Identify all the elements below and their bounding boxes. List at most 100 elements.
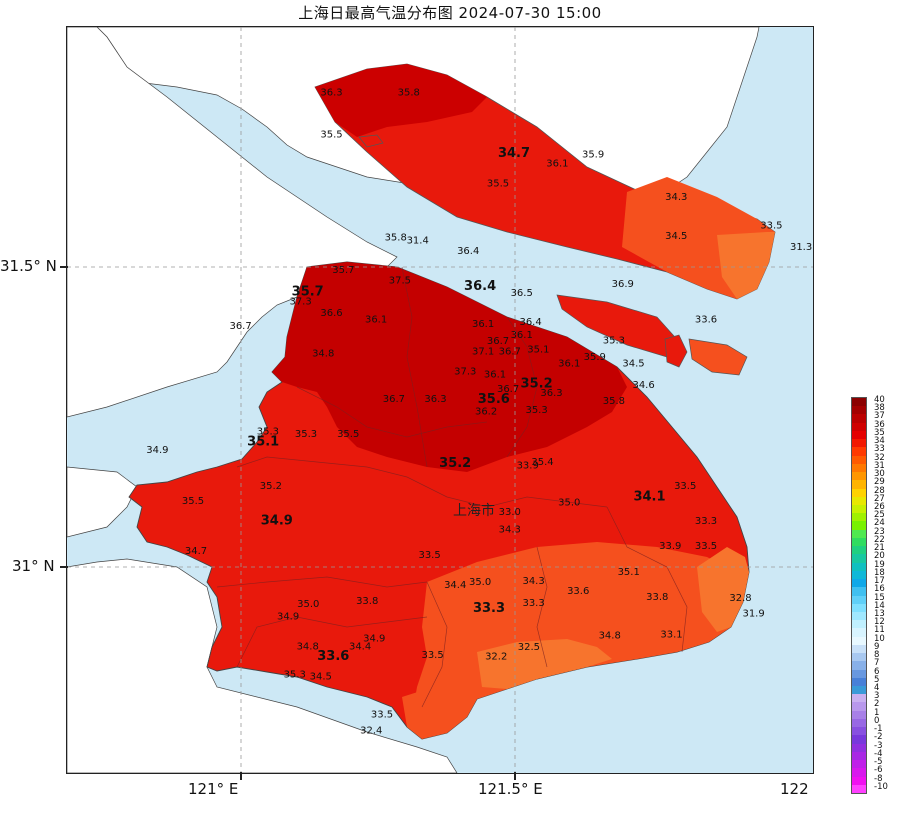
legend-value: 17 [874, 576, 885, 587]
legend-swatch [852, 727, 866, 736]
legend-value: 5 [874, 674, 880, 685]
lon-label-121-5: 121.5° E [478, 780, 543, 798]
legend-swatch [852, 579, 866, 588]
station-temperature: 35.8 [398, 88, 420, 99]
station-temperature: 33.5 [418, 550, 440, 561]
station-temperature: 36.5 [511, 288, 533, 299]
legend-swatch [852, 472, 866, 481]
legend-value: 23 [874, 526, 885, 537]
legend-value: -5 [874, 757, 883, 768]
legend-swatch [852, 669, 866, 679]
station-temperature: 35.8 [603, 396, 625, 407]
station-temperature: 36.7 [383, 394, 405, 405]
station-temperature: 36.3 [424, 394, 446, 405]
legend-value: 40 [874, 395, 885, 405]
station-temperature: 34.5 [665, 231, 687, 242]
legend-swatch [852, 743, 866, 753]
southwest-orange-patch [402, 689, 442, 739]
hengsha-island [688, 338, 748, 376]
station-temperature: 34.9 [277, 612, 299, 623]
station-temperature: 34.9 [261, 514, 293, 529]
station-temperature: 35.7 [332, 265, 354, 276]
station-temperature: 32.5 [518, 642, 540, 653]
legend-value: 34 [874, 436, 885, 447]
southwest-mainland-edge [67, 466, 138, 538]
station-temperature: 34.9 [363, 634, 385, 645]
legend-value: 6 [874, 666, 880, 677]
legend-swatch [852, 776, 866, 786]
lat-label-31-5: 31.5° N [0, 257, 57, 275]
legend-swatch [852, 504, 866, 514]
station-temperature: 35.2 [439, 456, 471, 471]
east-coast-orange-zone [697, 547, 749, 632]
station-temperature: 37.3 [289, 297, 311, 308]
south-orange-zone [412, 542, 749, 739]
legend-swatch [852, 480, 866, 489]
legend-swatch [852, 430, 866, 440]
station-temperature: 34.7 [185, 546, 207, 557]
legend-value: 28 [874, 485, 885, 496]
station-temperature: 36.1 [472, 319, 494, 330]
station-temperature: 36.1 [365, 314, 387, 325]
legend-swatch [852, 636, 866, 646]
legend-value: 9 [874, 641, 880, 652]
map-title: 上海日最高气温分布图 2024-07-30 15:00 [298, 4, 602, 22]
station-temperature: 33.9 [517, 461, 539, 472]
station-temperature: 35.1 [618, 567, 640, 578]
lon-label-121: 121° E [188, 780, 239, 798]
legend-value: 3 [874, 691, 880, 702]
station-temperature: 36.9 [612, 279, 634, 290]
station-temperature: 34.9 [146, 445, 168, 456]
station-temperature: 36.1 [546, 159, 568, 170]
lon-tick-121-5 [514, 772, 516, 780]
station-temperature: 34.6 [632, 380, 654, 391]
legend-swatch [852, 447, 866, 457]
legend-value: 12 [874, 617, 885, 628]
legend-value: 35 [874, 427, 885, 438]
legend-swatch [852, 735, 866, 745]
legend-swatch [852, 529, 866, 539]
legend-swatch [852, 644, 866, 654]
legend-swatch [852, 414, 866, 424]
station-temperature: 36.3 [320, 88, 342, 99]
station-temperature: 35.0 [558, 498, 580, 509]
station-temperature: 36.7 [229, 321, 251, 332]
temperature-map: 36.3 35.8 35.5 34.7 35.9 36.1 35.5 34.3 33.5 34.5… [67, 27, 813, 773]
station-temperature: 35.3 [295, 429, 317, 440]
station-temperature: 34.8 [312, 348, 334, 359]
station-temperature: 35.1 [527, 344, 549, 355]
station-temperature: 37.5 [389, 276, 411, 287]
legend-value: 1 [874, 707, 880, 718]
legend-swatch [852, 718, 866, 728]
station-temperature: 36.6 [320, 308, 342, 319]
legend-value: -10 [874, 781, 888, 792]
legend-swatch [852, 751, 866, 761]
legend-value: -6 [874, 765, 883, 776]
islet-north [358, 134, 384, 148]
lat-tick-31 [60, 566, 68, 568]
legend-swatch [852, 620, 866, 629]
chongming-orange-east [717, 232, 775, 299]
station-temperature: 31.3 [790, 242, 812, 253]
legend-value: 37 [874, 411, 885, 422]
station-temperature: 36.7 [499, 347, 521, 358]
legend-value: 7 [874, 658, 880, 669]
station-temperature: 33.1 [660, 630, 682, 641]
station-temperature: 37.1 [472, 347, 494, 358]
legend-value: 13 [874, 608, 885, 619]
station-labels: 36.3 35.8 35.5 34.7 35.9 36.1 35.5 34.3 33.5 34.5… [146, 88, 812, 737]
legend-value: 10 [874, 633, 885, 644]
legend-swatch [852, 702, 866, 712]
lat-tick-31-5 [60, 266, 68, 268]
city-label: 上海市 [453, 502, 495, 519]
legend-swatch [852, 455, 866, 465]
station-temperature: 35.3 [525, 405, 547, 416]
legend-value: 0 [874, 715, 880, 726]
legend-swatch [852, 537, 866, 547]
legend-value: 29 [874, 477, 885, 488]
legend-swatch [852, 496, 866, 506]
station-temperature: 35.3 [284, 670, 306, 681]
station-temperature: 33.6 [695, 314, 717, 325]
station-temperature: 35.5 [320, 129, 342, 140]
station-temperature: 32.4 [360, 726, 382, 737]
